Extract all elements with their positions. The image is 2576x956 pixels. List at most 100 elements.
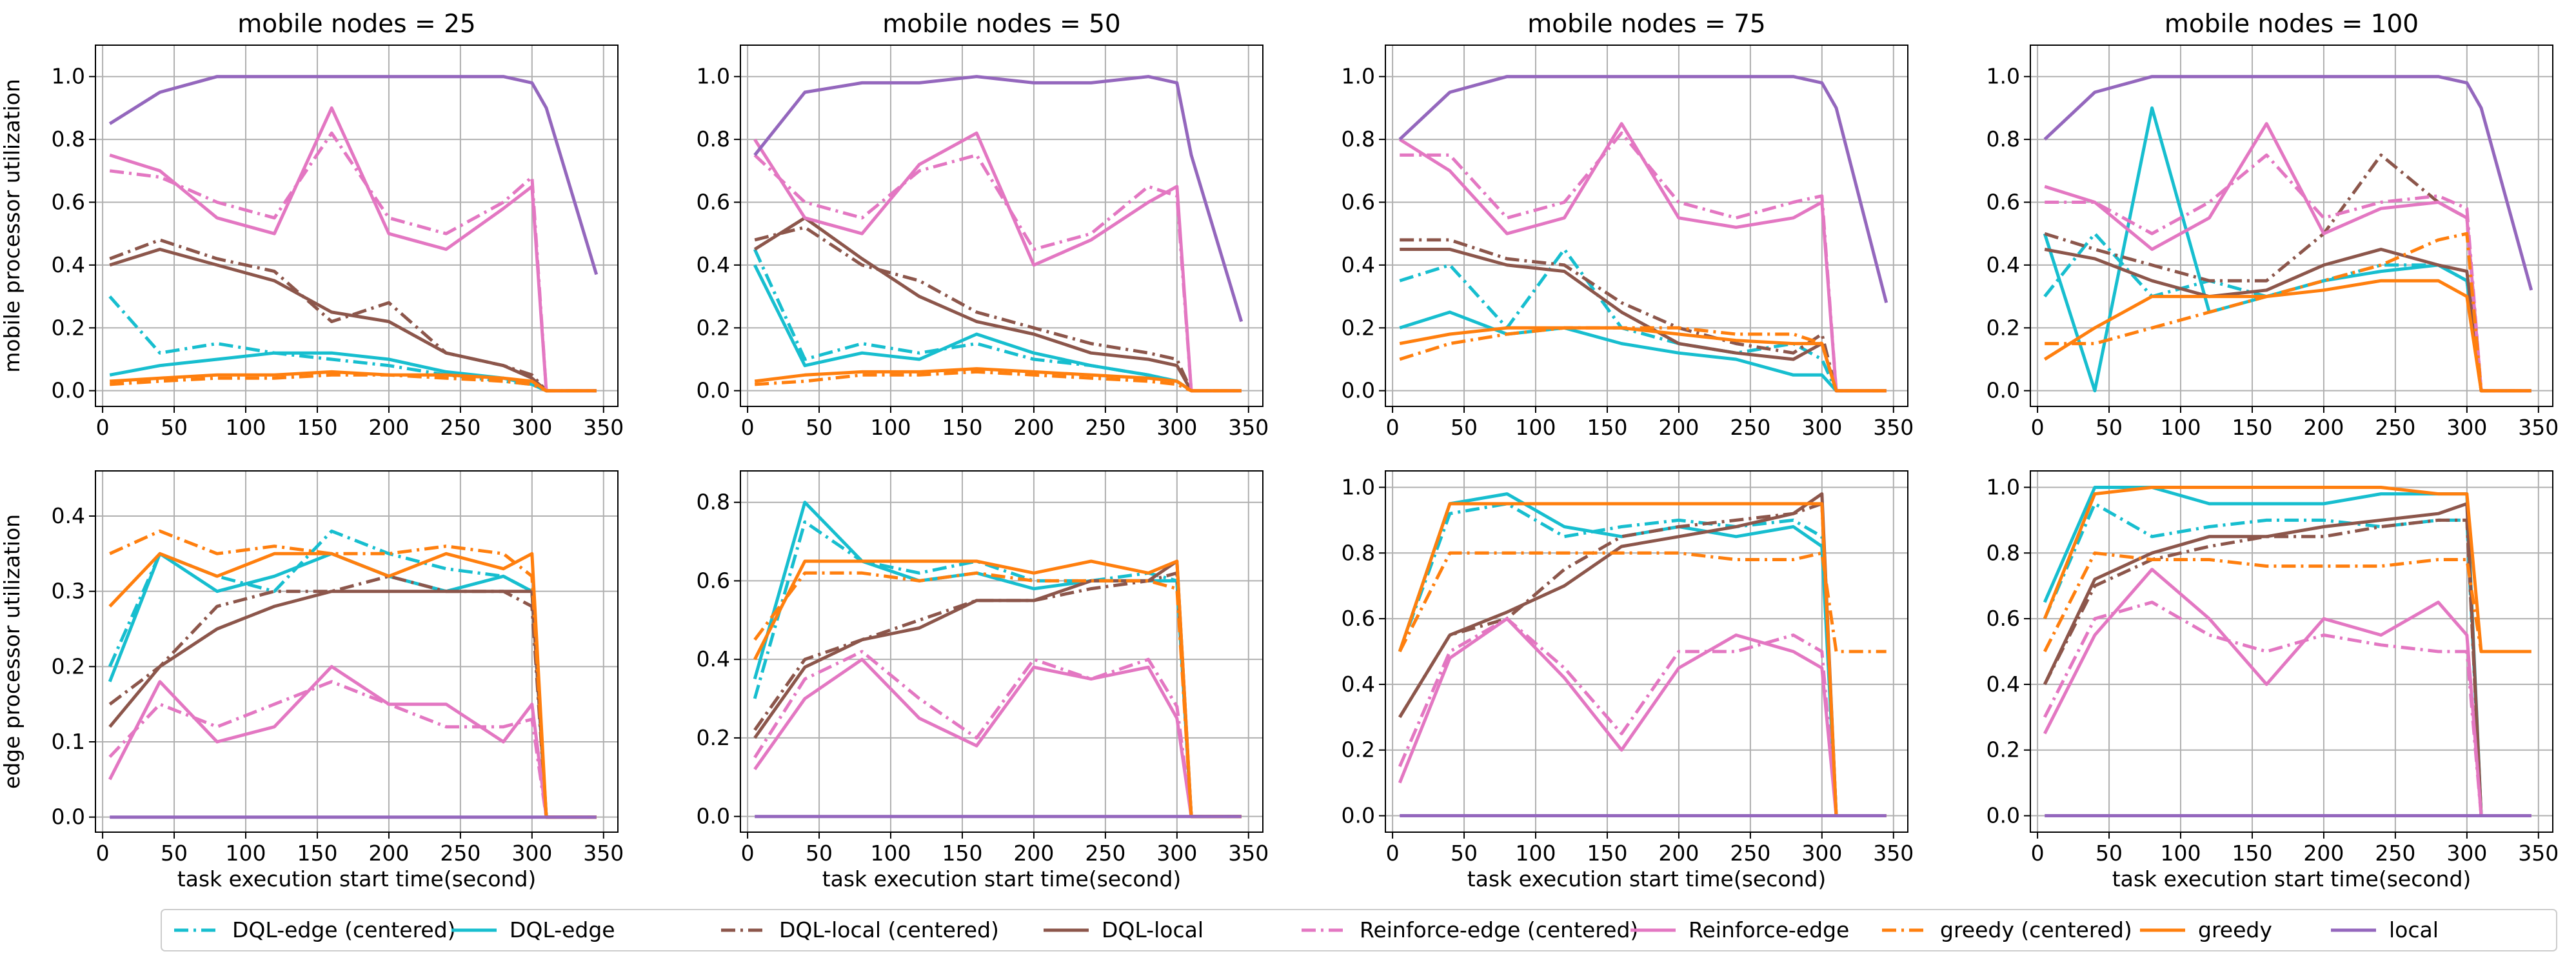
x-tick-label: 250: [440, 841, 481, 866]
x-tick-label: 150: [2232, 415, 2272, 440]
y-tick-label: 0.8: [1342, 126, 1375, 152]
series-line-greedy: [110, 370, 597, 393]
x-tick-label: 250: [1085, 415, 1125, 440]
panel-1-0: 0 50 100 150 200 250 300 350 0.0 0.1 0.2 0.3 0.4 task…: [0, 470, 624, 891]
x-tick-label: 0: [2031, 841, 2045, 866]
y-tick-label: 0.0: [1342, 378, 1375, 403]
x-tick-label: 100: [1516, 415, 1556, 440]
x-tick-label: 300: [511, 415, 552, 440]
legend-label: DQL-local (centered): [779, 917, 999, 942]
x-tick-label: 350: [583, 415, 624, 440]
x-tick-label: 0: [741, 415, 755, 440]
x-tick-label: 0: [1386, 415, 1400, 440]
y-tick-label: 0.8: [697, 490, 730, 515]
x-tick-label: 150: [942, 841, 982, 866]
x-tick-label: 150: [1587, 841, 1627, 866]
x-tick-label: 200: [1013, 415, 1054, 440]
series-line-greedy-centered: [2043, 551, 2531, 653]
x-tick-label: 200: [368, 841, 409, 866]
series-line-reinforce-edge: [1398, 617, 1887, 817]
y-tick-label: 0.6: [1342, 189, 1375, 214]
y-tick-label: 0.2: [1342, 315, 1375, 340]
series-line-local: [1398, 75, 1888, 303]
x-tick-label: 0: [741, 841, 755, 866]
y-tick-label: 0.4: [52, 252, 85, 277]
plot-area: [95, 45, 618, 406]
series-line-reinforce-edge-centered: [109, 131, 597, 393]
x-axis-label: task execution start time(second): [177, 866, 537, 891]
series-line-greedy: [2043, 279, 2531, 393]
y-tick-label: 0.0: [1342, 803, 1375, 828]
x-tick-label: 100: [871, 415, 911, 440]
y-tick-label: 0.2: [1986, 737, 2020, 762]
x-tick-label: 50: [1451, 841, 1478, 866]
series-line-local: [753, 75, 1243, 323]
y-tick-label: 1.0: [1986, 474, 2020, 499]
legend-item: greedy: [2140, 917, 2272, 942]
y-tick-label: 0.3: [52, 579, 85, 604]
y-tick-label: 0.2: [697, 315, 730, 340]
axes-frame: [1385, 45, 1908, 407]
x-tick-label: 300: [1801, 415, 1842, 440]
legend-box: [161, 909, 2557, 951]
y-tick-label: 0.2: [1986, 315, 2020, 340]
panel-0-0: 0 50 100 150 200 250 300 350 0.0 0.2 0.4 0.6 0.8 1.0 m…: [0, 10, 624, 440]
x-tick-label: 150: [942, 415, 982, 440]
y-tick-label: 0.2: [697, 725, 730, 750]
series-line-reinforce-edge: [753, 657, 1242, 819]
legend-item: DQL-local (centered): [721, 917, 999, 942]
x-tick-label: 50: [161, 415, 188, 440]
panel-title: mobile nodes = 75: [1527, 10, 1765, 39]
x-tick-label: 250: [1730, 841, 1770, 866]
series-line-dql-local: [2044, 248, 2531, 393]
axes-frame: [1385, 470, 1908, 833]
x-tick-label: 150: [297, 415, 337, 440]
panel-title: mobile nodes = 25: [237, 10, 475, 39]
y-tick-label: 0.4: [697, 252, 730, 277]
y-axis-label: mobile processor utilization: [0, 79, 25, 373]
series-line-greedy: [1398, 502, 1887, 817]
legend-label: Reinforce-edge (centered): [1360, 917, 1638, 942]
y-tick-label: 1.0: [52, 64, 85, 89]
y-tick-label: 0.1: [52, 729, 85, 754]
axes-frame: [95, 470, 619, 833]
x-tick-label: 50: [2095, 415, 2123, 440]
panel-title: mobile nodes = 50: [882, 10, 1120, 39]
y-tick-label: 1.0: [1342, 64, 1375, 89]
y-tick-label: 0.8: [697, 126, 730, 152]
series-line-reinforce-edge: [1398, 122, 1887, 393]
y-tick-label: 0.6: [1986, 189, 2020, 214]
x-tick-label: 200: [368, 415, 409, 440]
y-tick-label: 1.0: [1986, 64, 2020, 89]
panel-1-1: 0 50 100 150 200 250 300 350 0.0 0.2 0.4 0.6 0.8 task…: [697, 470, 1269, 891]
y-tick-label: 0.4: [1342, 252, 1375, 277]
panel-0-1: 0 50 100 150 200 250 300 350 0.0 0.2 0.4 0.6 0.8 1.0 m…: [697, 10, 1269, 440]
y-tick-label: 0.8: [1986, 540, 2020, 565]
series-line-greedy: [2043, 486, 2531, 653]
x-tick-label: 200: [1013, 841, 1054, 866]
series-line-reinforce-edge: [108, 664, 597, 819]
y-tick-label: 0.4: [697, 646, 730, 672]
y-tick-label: 0.0: [697, 378, 730, 403]
x-tick-label: 100: [1516, 841, 1556, 866]
series-line-dql-edge: [1399, 310, 1887, 393]
series-line-dql-local: [109, 248, 597, 393]
x-tick-label: 200: [2303, 841, 2344, 866]
series-line-dql-edge-centered: [2043, 232, 2531, 393]
x-tick-label: 250: [2375, 415, 2415, 440]
x-tick-label: 50: [161, 841, 188, 866]
y-tick-label: 0.0: [52, 804, 85, 830]
panel-title: mobile nodes = 100: [2165, 10, 2419, 39]
series-line-dql-local: [2043, 502, 2531, 817]
series-line-dql-local: [753, 216, 1242, 393]
y-tick-label: 1.0: [697, 64, 730, 89]
series-line-greedy: [754, 367, 1242, 393]
x-tick-label: 200: [2303, 415, 2344, 440]
panel-1-3: 0 50 100 150 200 250 300 350 0.0 0.2 0.4 0.6 0.8 1.0 t…: [1986, 470, 2559, 891]
series-line-dql-local-centered: [108, 574, 597, 819]
x-tick-label: 300: [1801, 841, 1842, 866]
x-tick-label: 300: [1156, 841, 1197, 866]
x-tick-label: 350: [1228, 415, 1269, 440]
series-line-reinforce-edge-centered: [1400, 131, 1887, 393]
